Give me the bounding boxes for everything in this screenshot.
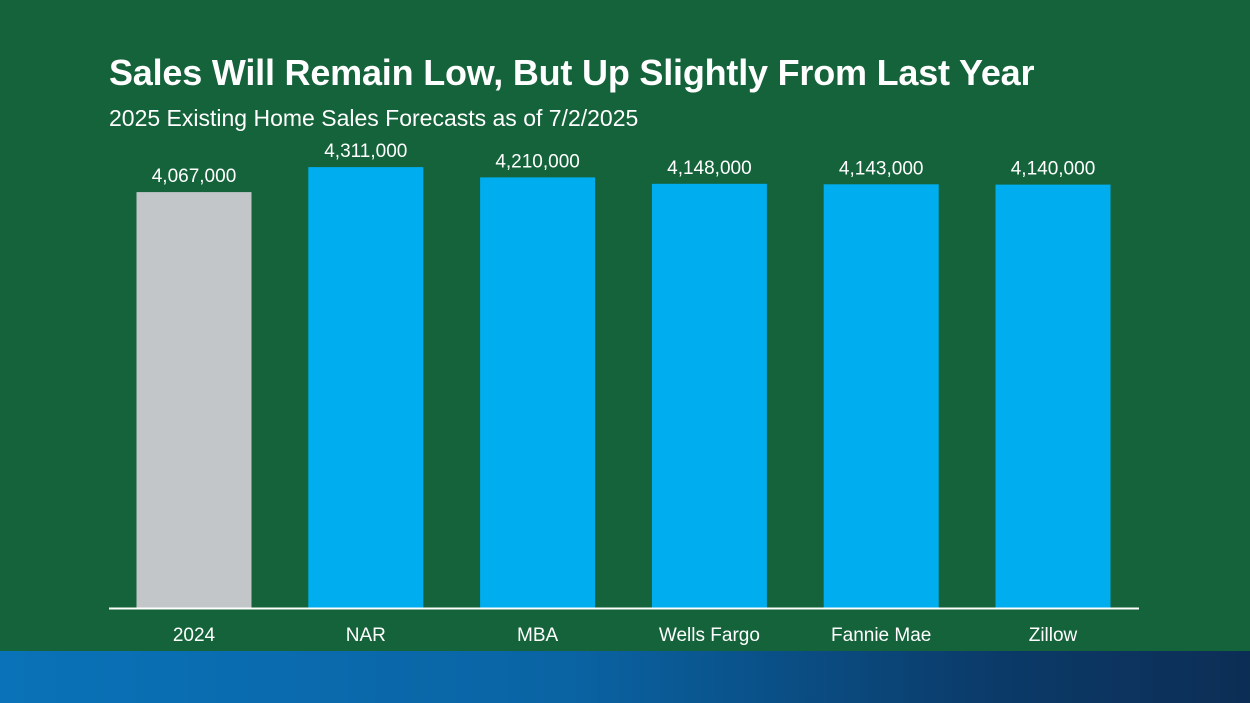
data-label: 4,311,000 (324, 141, 407, 162)
chart-subtitle: 2025 Existing Home Sales Forecasts as of… (109, 105, 639, 131)
bar-chart: 4,067,000 2024 4,311,000 NAR 4,210,000 MBA 4,1… (109, 141, 1139, 646)
bar-2024 (136, 192, 252, 608)
x-tick-label: NAR (346, 625, 386, 646)
data-label: 4,148,000 (667, 158, 752, 179)
x-tick-label: 2024 (173, 625, 216, 646)
x-tick-label: Wells Fargo (659, 625, 760, 646)
bar-mba (480, 177, 596, 608)
x-tick-label: Zillow (1029, 625, 1078, 646)
bar-fannie-mae (823, 184, 939, 609)
data-label: 4,210,000 (495, 151, 580, 172)
bar-wells-fargo (651, 183, 767, 609)
footer-band (0, 651, 1250, 703)
bar-zillow (995, 184, 1111, 608)
data-label: 4,067,000 (152, 166, 237, 187)
bar-nar (308, 167, 424, 608)
data-label: 4,143,000 (839, 158, 924, 179)
data-label: 4,140,000 (1011, 159, 1096, 180)
chart-title: Sales Will Remain Low, But Up Slightly F… (109, 52, 1035, 93)
x-tick-label: MBA (517, 625, 559, 646)
x-tick-label: Fannie Mae (831, 625, 931, 646)
